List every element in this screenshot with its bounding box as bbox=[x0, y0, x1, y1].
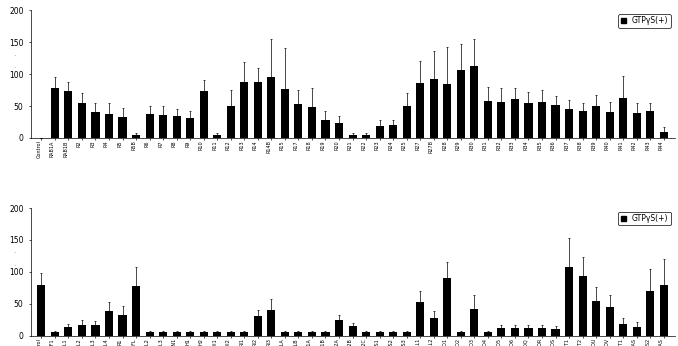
Bar bbox=[159, 333, 167, 336]
Bar bbox=[457, 70, 465, 138]
Bar bbox=[335, 320, 343, 336]
Bar bbox=[186, 118, 194, 138]
Bar bbox=[498, 328, 506, 336]
Bar bbox=[213, 135, 221, 138]
Bar bbox=[633, 113, 641, 138]
Bar bbox=[78, 326, 86, 336]
Bar bbox=[105, 311, 113, 336]
Bar bbox=[173, 333, 181, 336]
Bar bbox=[538, 328, 546, 336]
Bar bbox=[430, 79, 438, 138]
Bar bbox=[592, 301, 600, 336]
Bar bbox=[471, 66, 479, 138]
Bar bbox=[281, 333, 289, 336]
Bar bbox=[524, 103, 532, 138]
Bar bbox=[64, 327, 73, 336]
Bar bbox=[321, 120, 330, 138]
Bar bbox=[105, 114, 113, 138]
Legend: GTPγS(+): GTPγS(+) bbox=[618, 212, 671, 226]
Bar bbox=[578, 111, 586, 138]
Bar bbox=[457, 333, 465, 336]
Bar bbox=[173, 116, 181, 138]
Bar bbox=[403, 333, 411, 336]
Bar bbox=[226, 333, 235, 336]
Bar bbox=[633, 327, 641, 336]
Bar bbox=[362, 333, 370, 336]
Bar bbox=[281, 90, 289, 138]
Bar bbox=[240, 82, 248, 138]
Bar bbox=[389, 125, 397, 138]
Bar bbox=[619, 324, 627, 336]
Bar bbox=[119, 315, 127, 336]
Bar bbox=[254, 317, 262, 336]
Bar bbox=[551, 329, 559, 336]
Bar bbox=[443, 84, 452, 138]
Bar bbox=[646, 110, 654, 138]
Bar bbox=[132, 135, 140, 138]
Bar bbox=[538, 102, 546, 138]
Text: ·: · bbox=[13, 249, 16, 258]
Bar bbox=[565, 109, 573, 138]
Bar bbox=[443, 278, 452, 336]
Bar bbox=[484, 101, 492, 138]
Bar bbox=[524, 328, 532, 336]
Bar bbox=[240, 333, 248, 336]
Bar bbox=[51, 333, 59, 336]
Bar bbox=[498, 102, 506, 138]
Bar bbox=[213, 333, 221, 336]
Bar bbox=[511, 99, 519, 138]
Bar bbox=[308, 107, 316, 138]
Text: ·: · bbox=[13, 262, 16, 271]
Bar bbox=[376, 333, 384, 336]
Bar bbox=[565, 267, 573, 336]
Bar bbox=[294, 104, 302, 138]
Bar bbox=[267, 78, 275, 138]
Bar bbox=[254, 82, 262, 138]
Bar bbox=[430, 318, 438, 336]
Bar bbox=[619, 98, 627, 138]
Bar bbox=[484, 333, 492, 336]
Bar bbox=[362, 135, 370, 138]
Bar bbox=[199, 91, 207, 138]
Bar bbox=[267, 310, 275, 336]
Bar bbox=[92, 112, 100, 138]
Bar bbox=[335, 122, 343, 138]
Bar bbox=[294, 333, 302, 336]
Bar bbox=[646, 291, 654, 336]
Bar bbox=[146, 333, 154, 336]
Bar bbox=[348, 135, 357, 138]
Bar bbox=[471, 309, 479, 336]
Bar bbox=[37, 285, 45, 336]
Bar bbox=[376, 126, 384, 138]
Text: ·: · bbox=[13, 65, 16, 74]
Bar bbox=[348, 326, 357, 336]
Bar bbox=[186, 333, 194, 336]
Bar bbox=[308, 333, 316, 336]
Bar bbox=[119, 117, 127, 138]
Bar bbox=[51, 88, 59, 138]
Bar bbox=[605, 307, 614, 336]
Text: ·: · bbox=[13, 52, 16, 61]
Bar bbox=[511, 328, 519, 336]
Bar bbox=[226, 106, 235, 138]
Bar bbox=[416, 83, 424, 138]
Bar bbox=[416, 302, 424, 336]
Bar bbox=[578, 276, 586, 336]
Bar bbox=[321, 333, 330, 336]
Bar bbox=[146, 114, 154, 138]
Bar bbox=[660, 285, 668, 336]
Bar bbox=[92, 325, 100, 336]
Bar bbox=[389, 333, 397, 336]
Bar bbox=[132, 286, 140, 336]
Bar bbox=[551, 105, 559, 138]
Bar bbox=[199, 333, 207, 336]
Bar bbox=[78, 103, 86, 138]
Legend: GTPγS(+): GTPγS(+) bbox=[618, 14, 671, 28]
Bar bbox=[159, 115, 167, 138]
Bar bbox=[660, 132, 668, 138]
Bar bbox=[64, 91, 73, 138]
Bar bbox=[403, 106, 411, 138]
Bar bbox=[605, 112, 614, 138]
Bar bbox=[592, 106, 600, 138]
